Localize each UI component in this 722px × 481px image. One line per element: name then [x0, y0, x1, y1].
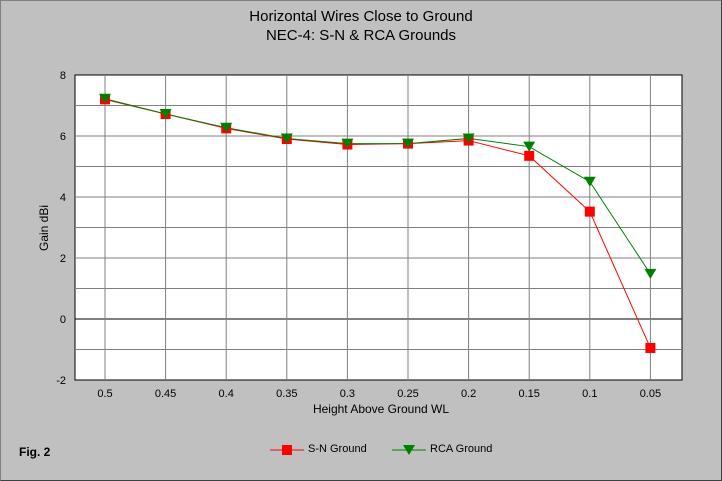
legend-swatch-rca: [392, 445, 426, 455]
y-tick-label: 8: [60, 70, 66, 82]
data-point-sn: [524, 150, 535, 161]
x-tick-label: 0.25: [397, 388, 418, 400]
data-point-rca: [341, 138, 354, 149]
x-tick-label: 0.5: [97, 388, 112, 400]
legend-label-sn: S-N Ground: [308, 443, 367, 455]
x-tick-label: 0.15: [518, 388, 539, 400]
chart-subtitle: NEC-4: S-N & RCA Grounds: [265, 27, 457, 44]
data-point-rca: [159, 109, 172, 120]
data-point-rca: [99, 93, 111, 104]
y-tick-label: -2: [56, 375, 66, 387]
x-tick-label: 0.4: [219, 388, 234, 400]
y-tick-label: 0: [60, 314, 66, 326]
data-point-rca: [220, 122, 233, 133]
data-point-rca: [583, 176, 596, 187]
data-point-rca: [280, 133, 293, 144]
x-tick-label: 0.35: [276, 388, 297, 400]
data-point-rca: [462, 133, 475, 144]
data-point-sn: [584, 206, 595, 217]
data-point-sn: [645, 342, 656, 353]
data-point-rca: [644, 268, 657, 279]
x-tick-label: 0.2: [461, 388, 476, 400]
x-axis-label: Height Above Ground WL: [312, 402, 450, 416]
data-point-rca: [402, 138, 414, 149]
y-tick-label: 6: [60, 131, 66, 143]
legend-swatch-sn: [270, 445, 304, 455]
chart-title: Horizontal Wires Close to Ground: [249, 8, 473, 25]
x-tick-label: 0.45: [155, 388, 176, 400]
x-tick-label: 0.1: [582, 388, 597, 400]
x-tick-label: 0.05: [640, 388, 661, 400]
x-tick-label: 0.3: [340, 388, 355, 400]
data-point-rca: [523, 141, 536, 152]
series-line-rca: [104, 98, 651, 275]
figure-label: Fig. 2: [19, 445, 51, 459]
y-tick-label: 4: [60, 192, 66, 204]
y-tick-label: 2: [60, 253, 66, 265]
legend-label-rca: RCA Ground: [430, 443, 493, 455]
